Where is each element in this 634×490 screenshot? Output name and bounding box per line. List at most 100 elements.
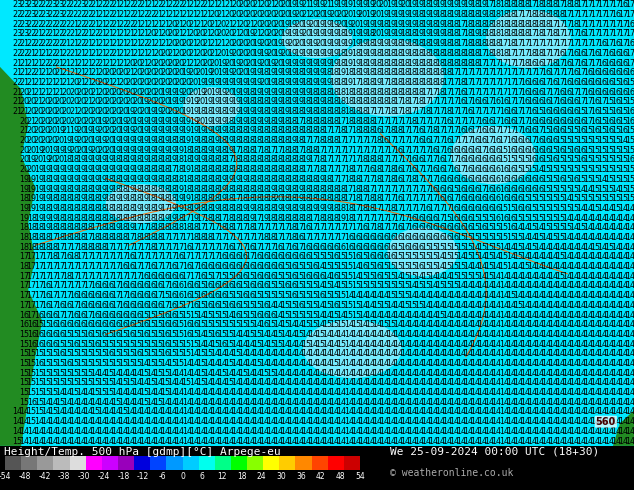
Text: 17: 17 bbox=[435, 107, 445, 116]
Text: 22: 22 bbox=[83, 0, 93, 9]
Text: 15: 15 bbox=[506, 155, 516, 165]
Text: 17: 17 bbox=[358, 194, 368, 203]
Text: 14: 14 bbox=[358, 330, 368, 339]
Text: 20: 20 bbox=[316, 39, 326, 48]
Text: 19: 19 bbox=[41, 165, 51, 174]
Text: 18: 18 bbox=[541, 0, 551, 9]
Text: 19: 19 bbox=[287, 29, 297, 38]
Text: 16: 16 bbox=[273, 243, 283, 252]
Text: 21: 21 bbox=[133, 49, 143, 58]
Text: 14: 14 bbox=[541, 272, 551, 281]
Text: 15: 15 bbox=[463, 252, 474, 261]
Text: 15: 15 bbox=[428, 243, 438, 252]
Text: 20: 20 bbox=[111, 126, 121, 135]
Text: 15: 15 bbox=[520, 262, 530, 271]
Text: 15: 15 bbox=[153, 311, 164, 319]
Text: 16: 16 bbox=[119, 311, 128, 319]
Text: 15: 15 bbox=[379, 281, 389, 291]
Text: 16: 16 bbox=[160, 349, 171, 358]
Text: 16: 16 bbox=[597, 78, 607, 87]
Text: 17: 17 bbox=[76, 281, 86, 291]
Text: 17: 17 bbox=[358, 136, 368, 145]
Text: 20: 20 bbox=[97, 98, 107, 106]
Text: 16: 16 bbox=[55, 349, 65, 358]
Text: 14: 14 bbox=[436, 252, 445, 261]
Text: 15: 15 bbox=[407, 252, 417, 261]
Text: 19: 19 bbox=[301, 20, 311, 29]
Text: 18: 18 bbox=[344, 98, 354, 106]
Text: 17: 17 bbox=[97, 272, 107, 281]
Text: 18: 18 bbox=[443, 58, 452, 68]
Text: 18: 18 bbox=[111, 185, 121, 194]
Text: 14: 14 bbox=[534, 301, 544, 310]
Text: 19: 19 bbox=[181, 117, 191, 125]
Text: 20: 20 bbox=[266, 29, 276, 38]
Text: 18: 18 bbox=[309, 88, 318, 97]
Text: 15: 15 bbox=[41, 368, 51, 378]
Text: 15: 15 bbox=[76, 368, 86, 378]
Text: 14: 14 bbox=[484, 349, 495, 358]
Text: 19: 19 bbox=[294, 204, 304, 213]
Text: 17: 17 bbox=[301, 165, 311, 174]
Text: 20: 20 bbox=[41, 146, 51, 155]
Text: 15: 15 bbox=[238, 301, 248, 310]
Text: 15: 15 bbox=[604, 165, 614, 174]
Text: 17: 17 bbox=[562, 39, 572, 48]
Text: 15: 15 bbox=[562, 136, 572, 145]
Text: 20: 20 bbox=[160, 107, 171, 116]
Text: 14: 14 bbox=[358, 398, 368, 407]
Text: 16: 16 bbox=[379, 252, 389, 261]
Text: 20: 20 bbox=[62, 117, 72, 125]
Text: 18: 18 bbox=[224, 117, 234, 125]
Text: 15: 15 bbox=[463, 272, 474, 281]
Text: 14: 14 bbox=[400, 378, 410, 388]
Text: 20: 20 bbox=[238, 49, 248, 58]
Text: 17: 17 bbox=[280, 223, 290, 232]
Text: 14: 14 bbox=[548, 320, 558, 329]
Text: 18: 18 bbox=[196, 204, 206, 213]
Text: 16: 16 bbox=[463, 185, 474, 194]
Text: 17: 17 bbox=[625, 0, 634, 9]
Text: 14: 14 bbox=[470, 378, 481, 388]
Text: 14: 14 bbox=[393, 311, 403, 319]
Text: 14: 14 bbox=[477, 301, 488, 310]
Text: 22: 22 bbox=[61, 29, 72, 38]
Text: 17: 17 bbox=[555, 68, 565, 77]
Text: 23: 23 bbox=[27, 0, 37, 9]
Text: 14: 14 bbox=[280, 349, 290, 358]
Text: 14: 14 bbox=[555, 398, 565, 407]
Text: 17: 17 bbox=[534, 126, 544, 135]
Text: 18: 18 bbox=[231, 136, 241, 145]
Text: 18: 18 bbox=[133, 155, 143, 165]
Text: 16: 16 bbox=[443, 194, 452, 203]
Text: 17: 17 bbox=[386, 155, 396, 165]
Text: 22: 22 bbox=[104, 49, 114, 58]
Text: 18: 18 bbox=[259, 233, 269, 242]
Text: 14: 14 bbox=[576, 398, 586, 407]
Text: 19: 19 bbox=[146, 146, 157, 155]
Text: 22: 22 bbox=[104, 10, 114, 19]
Text: 14: 14 bbox=[611, 398, 621, 407]
Text: 16: 16 bbox=[590, 88, 600, 97]
Text: 17: 17 bbox=[167, 243, 178, 252]
Text: 14: 14 bbox=[527, 398, 537, 407]
Text: 19: 19 bbox=[280, 20, 290, 29]
Text: 18: 18 bbox=[273, 155, 283, 165]
Text: 18: 18 bbox=[238, 194, 248, 203]
Text: 14: 14 bbox=[386, 349, 396, 358]
Text: 15: 15 bbox=[273, 340, 283, 348]
Text: 14: 14 bbox=[520, 437, 530, 445]
Text: 15: 15 bbox=[379, 262, 389, 271]
Text: 19: 19 bbox=[259, 49, 269, 58]
Text: 15: 15 bbox=[597, 107, 607, 116]
Text: 14: 14 bbox=[414, 378, 424, 388]
Text: 14: 14 bbox=[491, 378, 501, 388]
Text: 21: 21 bbox=[55, 88, 65, 97]
Text: 20: 20 bbox=[224, 88, 234, 97]
Text: 21: 21 bbox=[231, 29, 241, 38]
Text: 17: 17 bbox=[400, 185, 410, 194]
Text: 14: 14 bbox=[626, 330, 634, 339]
Text: 14: 14 bbox=[548, 281, 558, 291]
Text: 18: 18 bbox=[245, 194, 255, 203]
Text: 14: 14 bbox=[90, 417, 100, 426]
